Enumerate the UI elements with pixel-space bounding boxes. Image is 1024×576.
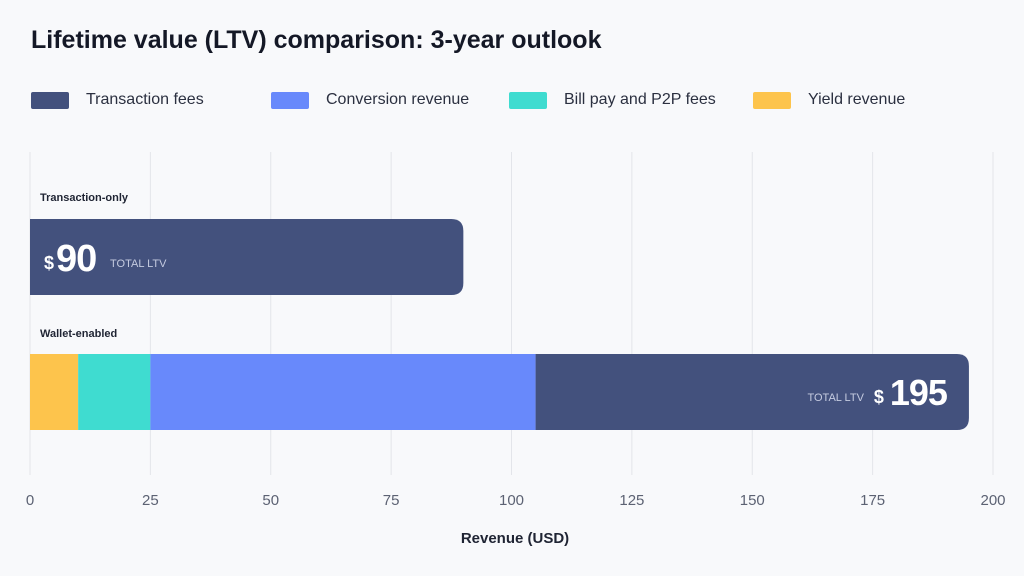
category-label: Wallet-enabled [40,328,117,340]
total-label: TOTAL LTV [807,392,864,404]
legend-label: Conversion revenue [326,91,470,108]
category-label: Transaction-only [40,192,129,204]
x-tick-label: 150 [740,492,765,509]
legend-swatch [753,91,791,109]
chart-title: Lifetime value (LTV) comparison: 3-year … [31,26,602,54]
legend-item: Bill pay and P2P fees [509,91,716,109]
bar-segment [535,354,969,430]
bar-segment [30,219,464,295]
legend-item: Yield revenue [753,91,905,109]
x-tick-label: 200 [980,492,1005,509]
x-axis-label: Revenue (USD) [460,530,570,547]
total-value: 195 [890,372,948,413]
legend-swatch [509,91,547,109]
x-tick-label: 125 [619,492,644,509]
legend-swatch [31,91,69,109]
legend-label: Yield revenue [808,91,906,108]
x-tick-label: 0 [26,492,34,509]
bar-segment [150,354,536,430]
total-value: 90 [56,238,96,280]
legend-swatch [271,91,309,109]
x-tick-label: 25 [142,492,159,509]
legend-item: Conversion revenue [271,91,469,109]
legend-label: Bill pay and P2P fees [564,91,716,108]
bar-segment [30,354,79,430]
total-label: TOTAL LTV [110,258,167,270]
x-tick-label: 100 [499,492,524,509]
legend-item: Transaction fees [31,91,204,109]
legend-label: Transaction fees [86,91,204,108]
total-currency: $ [874,387,884,407]
x-tick-label: 75 [383,492,400,509]
x-tick-label: 50 [262,492,279,509]
bar-segment [78,354,151,430]
total-currency: $ [44,253,54,273]
x-tick-label: 175 [860,492,885,509]
